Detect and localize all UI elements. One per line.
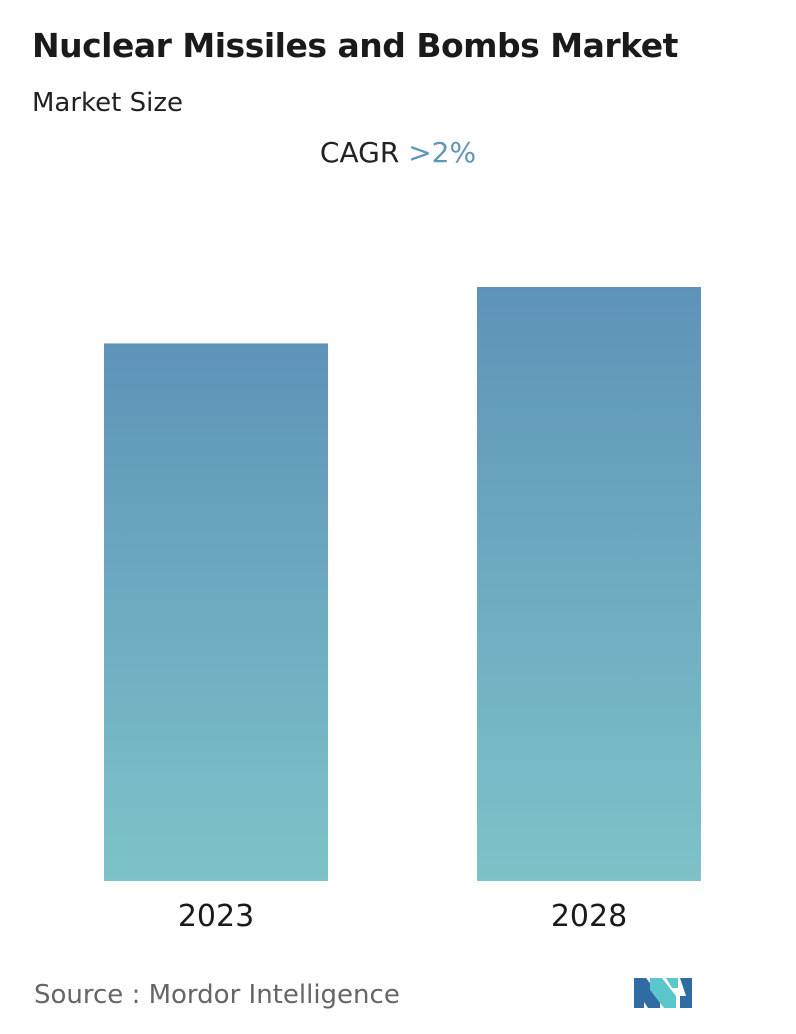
chart-subtitle: Market Size [32, 88, 184, 118]
x-tick-label-2028: 2028 [551, 899, 627, 934]
cagr-value: >2% [408, 136, 477, 169]
bar-chart: 2023 2028 [104, 287, 701, 934]
chart-title: Nuclear Missiles and Bombs Market [32, 26, 678, 65]
x-axis-labels: 2023 2028 [178, 899, 627, 934]
source-name: Mordor Intelligence [148, 980, 400, 1010]
bar-2028 [477, 287, 701, 881]
bar-2023 [104, 343, 328, 881]
cagr-label: CAGR [319, 136, 400, 169]
source-label: Source : [34, 980, 141, 1010]
mordor-intelligence-logo-icon [634, 978, 692, 1008]
cagr-annotation: CAGR >2% [0, 136, 796, 169]
bars-group [104, 287, 701, 881]
source-line: Source : Mordor Intelligence [34, 980, 400, 1010]
x-tick-label-2023: 2023 [178, 899, 254, 934]
